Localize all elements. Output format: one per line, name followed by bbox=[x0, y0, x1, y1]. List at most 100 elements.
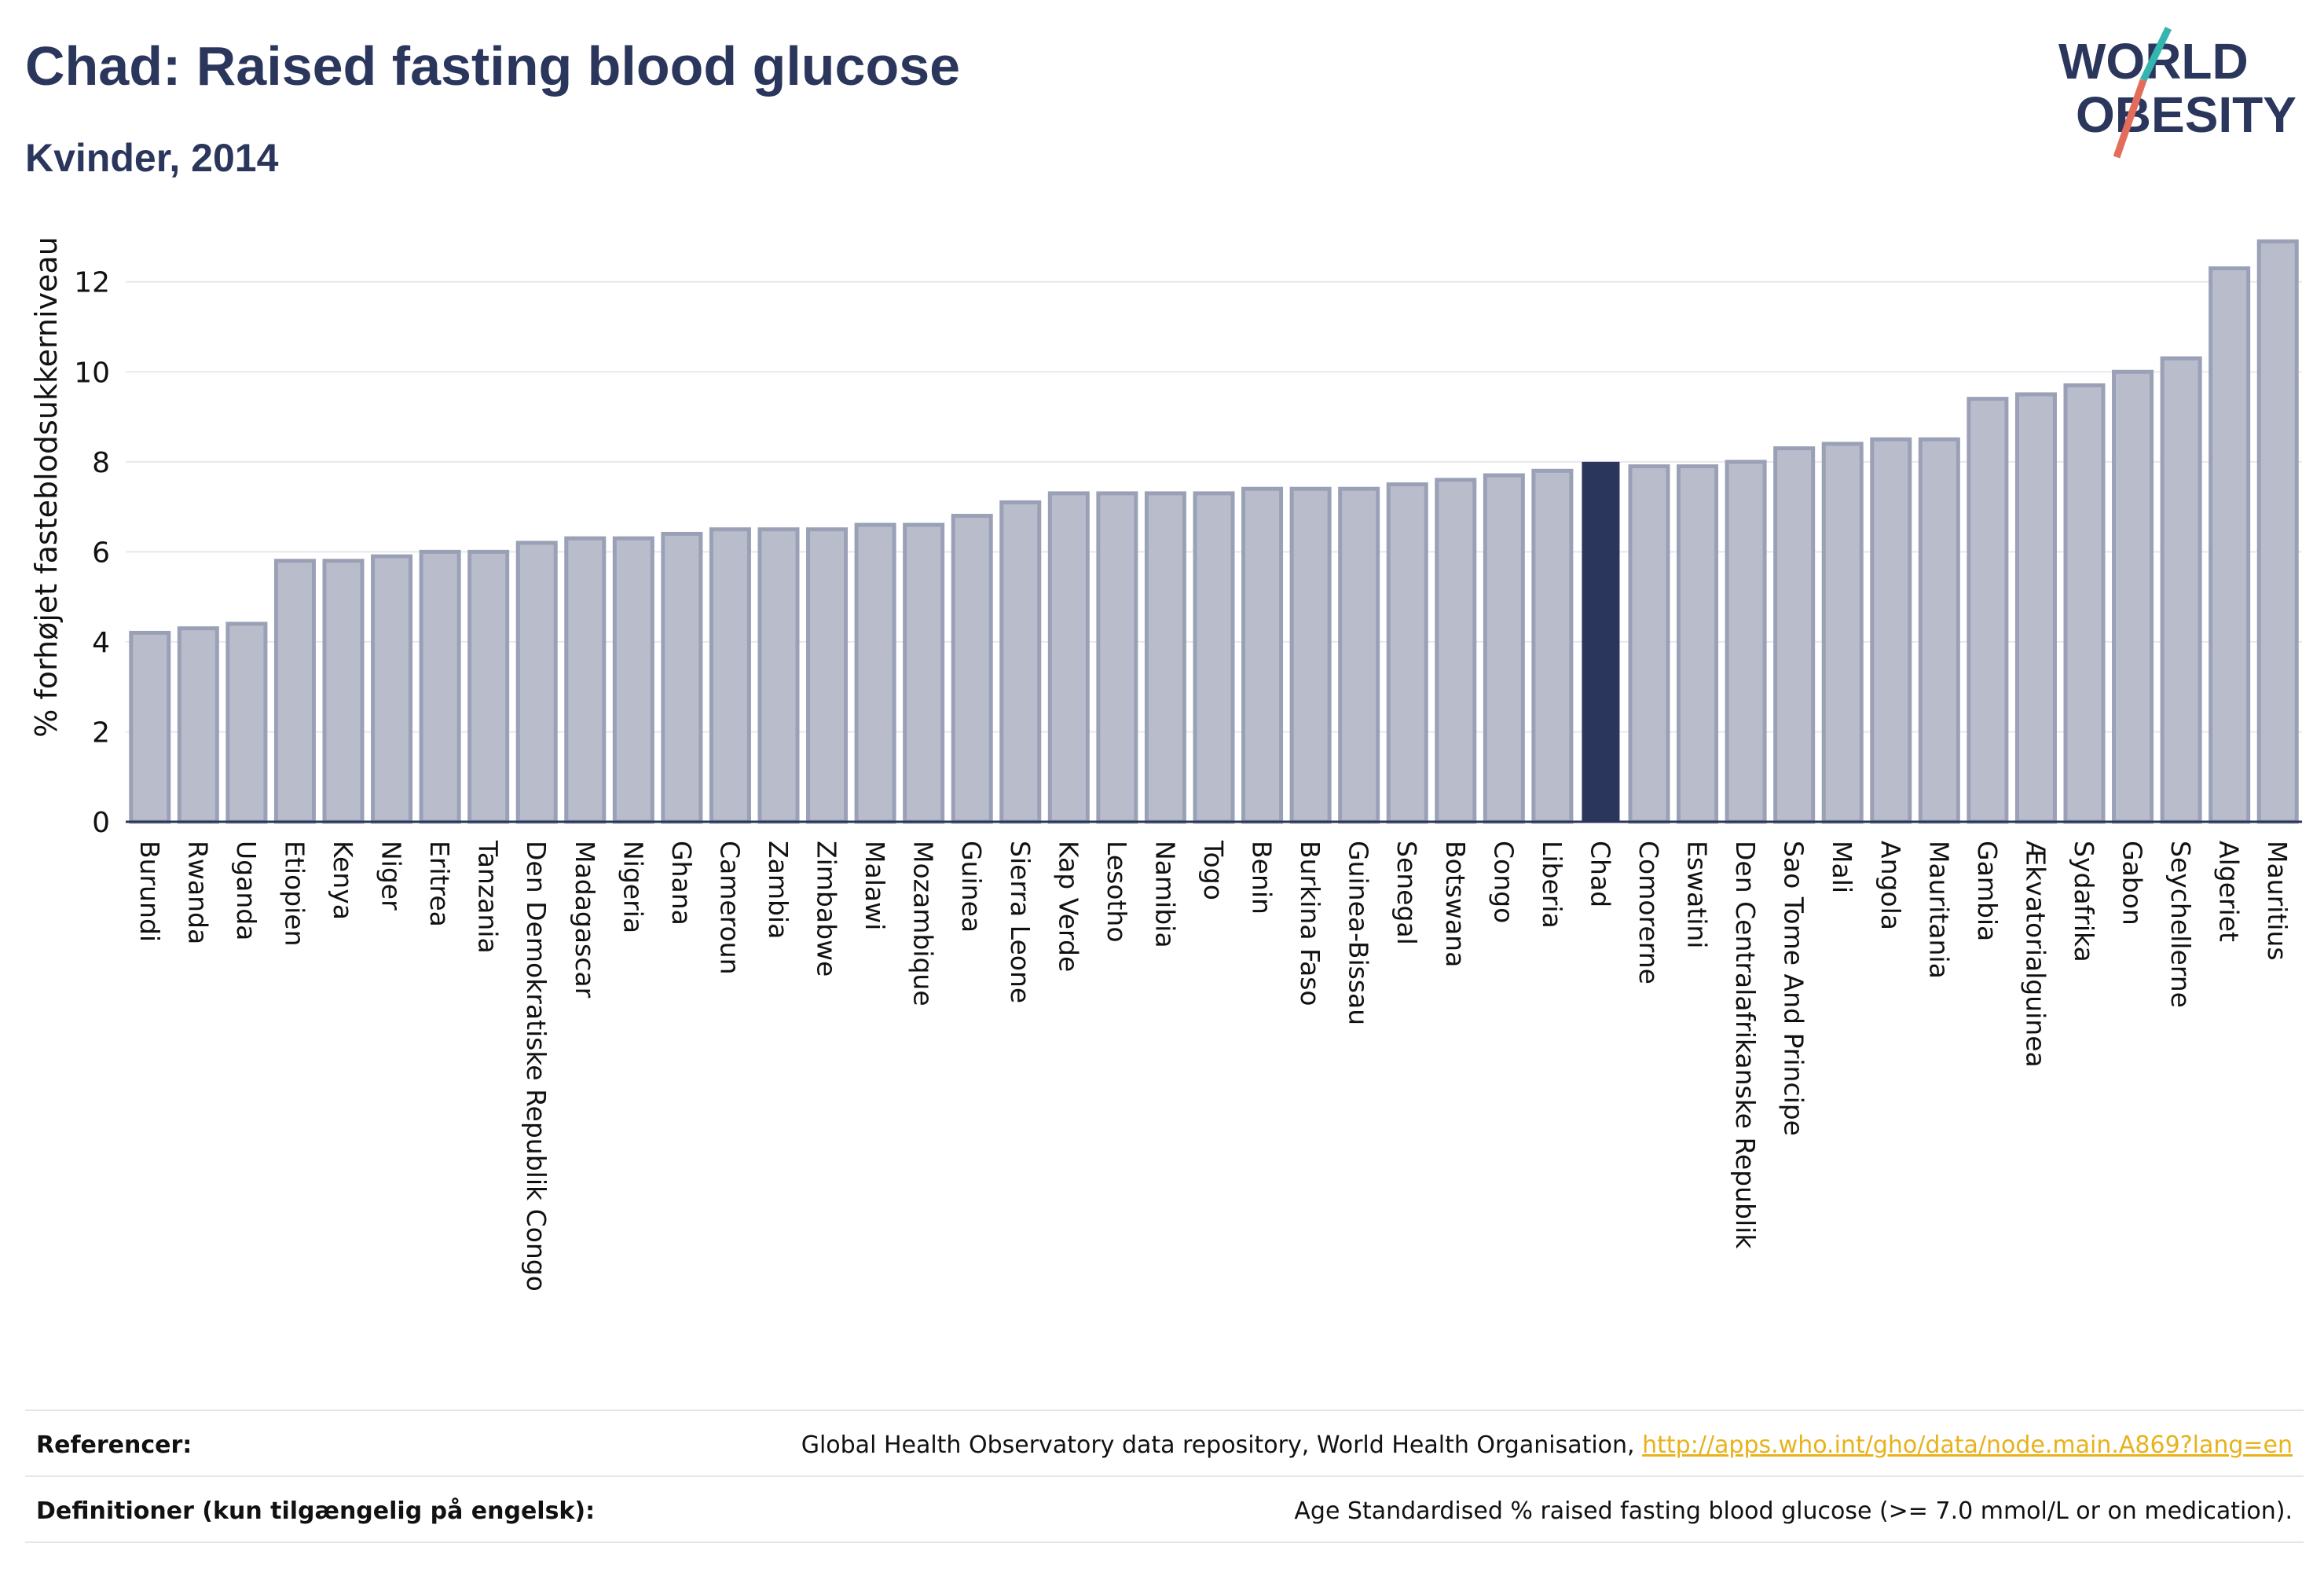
x-tick-label: Ækvatorialguinea bbox=[2020, 841, 2051, 1068]
bar-guinea bbox=[951, 514, 993, 824]
references-value: Global Health Observatory data repositor… bbox=[801, 1431, 2293, 1459]
x-tick-label: Niger bbox=[376, 841, 407, 911]
bar-mauritania bbox=[1918, 437, 1960, 824]
bar-burkina-faso bbox=[1289, 486, 1332, 824]
bar-mozambique bbox=[903, 522, 945, 824]
x-tick-label: Etiopien bbox=[279, 841, 310, 946]
bar-den-demokratiske-republik-congo bbox=[515, 541, 558, 824]
definitions-label: Definitioner (kun tilgængelig på engelsk… bbox=[36, 1497, 596, 1525]
y-tick-label: 8 bbox=[92, 447, 110, 479]
x-tick-label: Zambia bbox=[763, 841, 794, 939]
bar-ghana bbox=[661, 531, 703, 824]
bar-algeriet bbox=[2209, 266, 2251, 824]
bar-botswana bbox=[1435, 478, 1477, 824]
x-tick-label: Uganda bbox=[231, 841, 262, 940]
y-tick-label: 4 bbox=[92, 627, 110, 659]
x-tick-label: Seychellerne bbox=[2165, 841, 2196, 1008]
logo-slash-teal bbox=[2139, 27, 2172, 82]
bar-kenya bbox=[322, 559, 365, 824]
x-tick-label: Namibia bbox=[1149, 841, 1180, 948]
bar-niger bbox=[371, 554, 413, 824]
x-tick-label: Eswatini bbox=[1682, 841, 1713, 948]
x-tick-label: Madagascar bbox=[570, 841, 600, 999]
x-tick-label: Burkina Faso bbox=[1295, 841, 1325, 1006]
bar-togo bbox=[1193, 491, 1235, 824]
bar-lesotho bbox=[1096, 491, 1138, 824]
x-tick-labels: Burundi Rwanda Uganda Etiopien Kenya Niger Eri… bbox=[134, 840, 2293, 1292]
logo-line2: OBESITY bbox=[2076, 86, 2297, 143]
x-tick-label: Senegal bbox=[1391, 841, 1422, 945]
x-tick-label: Comorerne bbox=[1633, 841, 1664, 984]
x-tick-label: Malawi bbox=[860, 841, 890, 930]
bar-malawi bbox=[854, 522, 896, 824]
logo-slash-coral bbox=[2113, 79, 2147, 159]
definitions-row: Definitioner (kun tilgængelig på engelsk… bbox=[25, 1475, 2304, 1543]
y-axis-label: % forhøjet fasteblodsukkerniveau bbox=[29, 236, 64, 738]
bar-gabon bbox=[2112, 369, 2154, 824]
x-tick-label: Gambia bbox=[1972, 841, 2003, 941]
references-table: Referencer: Global Health Observatory da… bbox=[25, 1409, 2304, 1543]
x-tick-label: Cameroun bbox=[714, 841, 745, 975]
x-tick-label: Chad bbox=[1585, 841, 1615, 907]
x-tick-label: Liberia bbox=[1537, 841, 1567, 929]
x-tick-label: Mauritania bbox=[1923, 841, 1954, 979]
x-tick-label: Kap Verde bbox=[1053, 841, 1083, 972]
x-tick-label: Algeriet bbox=[2214, 841, 2245, 942]
bar-nigeria bbox=[612, 536, 654, 824]
references-link[interactable]: http://apps.who.int/gho/data/node.main.A… bbox=[1642, 1431, 2293, 1459]
y-tick-label: 0 bbox=[92, 807, 110, 839]
x-tick-label: Sydafrika bbox=[2069, 841, 2099, 962]
bar-zambia bbox=[757, 527, 800, 824]
x-tick-label: Tanzania bbox=[473, 840, 504, 954]
x-tick-label: Benin bbox=[1247, 841, 1277, 914]
x-tick-label: Eritrea bbox=[424, 841, 455, 927]
bars bbox=[129, 239, 2299, 824]
x-tick-label: Burundi bbox=[134, 841, 165, 942]
bar-etiopien bbox=[273, 559, 316, 824]
bar-chart: 0 2 4 6 8 10 12 Burundi Rwanda Uganda Etiopien Ken… bbox=[29, 236, 2302, 1292]
x-tick-label: Lesotho bbox=[1102, 841, 1132, 943]
y-tick-labels: 0 2 4 6 8 10 12 bbox=[74, 267, 110, 839]
bar-zimbabwe bbox=[806, 527, 849, 824]
bar-rwanda bbox=[177, 626, 219, 824]
y-tick-label: 2 bbox=[92, 717, 110, 749]
x-tick-label: Mali bbox=[1827, 841, 1857, 893]
references-row: Referencer: Global Health Observatory da… bbox=[25, 1409, 2304, 1475]
x-tick-label: Mozambique bbox=[908, 841, 939, 1006]
references-label: Referencer: bbox=[36, 1431, 192, 1459]
x-tick-label: Congo bbox=[1488, 841, 1519, 923]
x-tick-label: Nigeria bbox=[618, 841, 648, 933]
x-tick-label: Gabon bbox=[2117, 841, 2148, 925]
x-tick-label: Kenya bbox=[328, 841, 358, 920]
y-tick-label: 12 bbox=[74, 267, 110, 299]
bar-mali bbox=[1821, 442, 1864, 824]
bar-mauritius bbox=[2256, 239, 2299, 824]
references-text: Global Health Observatory data repositor… bbox=[801, 1431, 1635, 1459]
bar-liberia bbox=[1531, 468, 1574, 824]
bar-senegal bbox=[1386, 482, 1428, 824]
x-tick-label: Rwanda bbox=[182, 841, 213, 944]
x-tick-label: Den Centralafrikanske Republik bbox=[1730, 841, 1761, 1249]
bar-congo bbox=[1483, 473, 1525, 824]
bar-sierra-leone bbox=[999, 500, 1042, 824]
bar-cameroun bbox=[709, 527, 751, 824]
x-tick-label: Zimbabwe bbox=[812, 841, 842, 977]
bar-angola bbox=[1870, 437, 1912, 824]
bar-comorerne bbox=[1628, 464, 1670, 824]
bar-seychellerne bbox=[2160, 356, 2202, 824]
bar-sydafrika bbox=[2063, 383, 2106, 824]
bar-eritrea bbox=[419, 549, 461, 824]
y-tick-label: 10 bbox=[74, 357, 110, 389]
x-tick-label: Sao Tome And Principe bbox=[1779, 841, 1809, 1136]
bar-guinea-bissau bbox=[1338, 486, 1380, 824]
bar-namibia bbox=[1144, 491, 1186, 824]
bar-uganda bbox=[225, 621, 268, 824]
bar-eswatini bbox=[1677, 464, 1719, 824]
bar-kap-verde bbox=[1047, 491, 1090, 824]
bar-chad bbox=[1582, 461, 1620, 822]
bar-den-centralafrikanske-republik bbox=[1725, 460, 1767, 824]
bar-gambia bbox=[1967, 397, 2009, 824]
bar-benin bbox=[1241, 486, 1284, 824]
x-tick-label: Botswana bbox=[1440, 841, 1471, 967]
page-subtitle: Kvinder, 2014 bbox=[25, 136, 279, 180]
